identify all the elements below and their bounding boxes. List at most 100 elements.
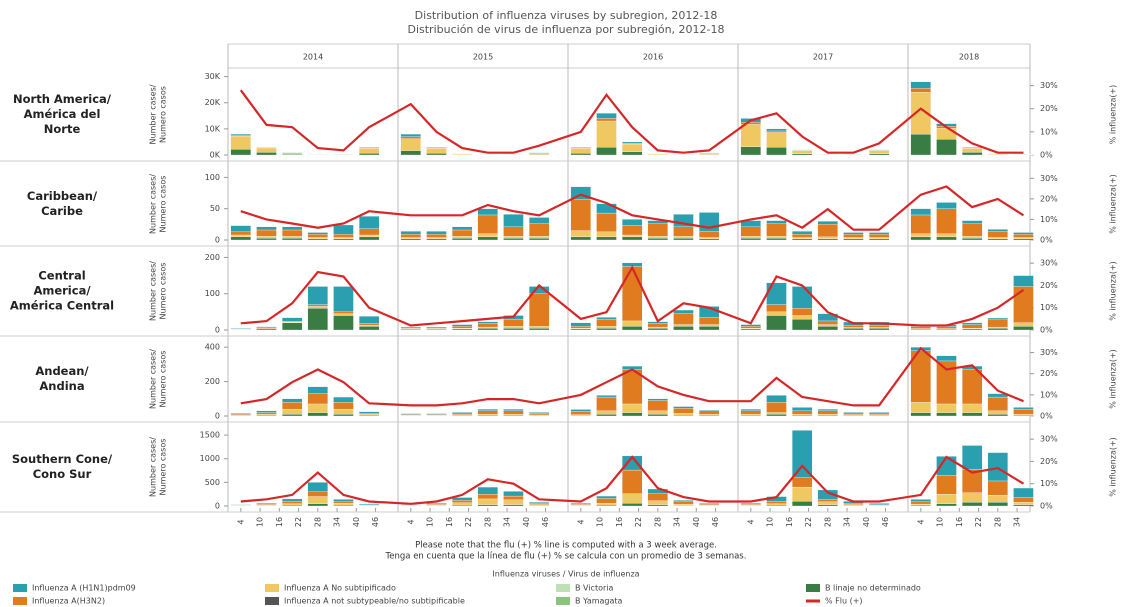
legend-swatch: [556, 584, 570, 592]
x-tick-label: 46: [881, 517, 890, 527]
bar-segment: [503, 226, 524, 237]
bar-segment: [740, 236, 761, 239]
bar-segment: [868, 325, 890, 328]
bar-segment: [570, 147, 591, 149]
bar-segment: [358, 326, 380, 331]
bar-segment: [230, 234, 251, 238]
bar-segment: [307, 393, 328, 405]
bar-segment: [477, 408, 498, 411]
bar-segment: [936, 202, 957, 209]
bar-segment: [766, 147, 787, 156]
bar-segment: [936, 208, 957, 234]
bar-segment: [987, 237, 1008, 239]
x-tick-label: 34: [843, 517, 852, 527]
bar-segment: [698, 409, 720, 411]
y2-tick-label: 30%: [1040, 81, 1058, 90]
bar-segment: [910, 402, 931, 413]
bar-segment: [647, 398, 668, 401]
y2-tick-label: 20%: [1040, 457, 1058, 466]
bar-segment: [766, 395, 787, 403]
bar-segment: [230, 133, 251, 136]
bar-segment: [333, 402, 354, 410]
bar-segment: [596, 118, 617, 122]
bar-segment: [792, 238, 813, 241]
bar-segment: [1013, 238, 1034, 241]
bar-segment: [936, 494, 957, 504]
bar-segment: [622, 493, 643, 504]
bar-segment: [647, 410, 668, 415]
bar-segment: [792, 231, 813, 235]
bar-segment: [987, 317, 1008, 320]
bar-segment: [673, 236, 694, 239]
bar-segment: [503, 237, 524, 241]
bar-segment: [426, 326, 447, 329]
bar-segment: [503, 214, 524, 228]
bar-segment: [256, 412, 277, 415]
legend-swatch: [265, 597, 279, 605]
bar-segment: [817, 504, 838, 507]
flu-positive-line: [240, 346, 1024, 407]
bar-segment: [622, 403, 643, 413]
bar-segment: [282, 398, 303, 403]
bar-segment: [910, 233, 931, 238]
year-label: 2014: [303, 53, 323, 62]
y2-tick-label: 20%: [1040, 281, 1058, 290]
bar-segment: [868, 238, 890, 241]
y2-tick-label: 20%: [1040, 369, 1058, 378]
legend-title: Influenza viruses / Virus de influenza: [492, 570, 639, 579]
bar-segment: [622, 141, 643, 144]
bar-segment: [962, 147, 983, 149]
bar-segment: [282, 236, 303, 239]
bar-segment: [622, 266, 643, 322]
bar-segment: [596, 395, 617, 398]
bar-segment: [987, 326, 1008, 329]
bar-segment: [962, 223, 983, 237]
region-label: América Central: [10, 299, 114, 313]
bar-segment: [426, 503, 447, 505]
bar-segment: [307, 234, 328, 238]
bar-segment: [477, 328, 498, 331]
bar-segment: [307, 503, 328, 507]
bar-segment: [596, 317, 617, 320]
bar-segment: [256, 147, 277, 153]
y2-axis-label: % influenza(+): [1109, 437, 1118, 497]
bar-segment: [400, 136, 421, 139]
bar-segment: [740, 146, 761, 156]
bar-segment: [570, 230, 591, 238]
y2-tick-label: 30%: [1040, 259, 1058, 268]
bar-segment: [698, 326, 720, 331]
x-tick-label: 22: [634, 517, 643, 527]
bar-segment: [792, 410, 813, 415]
x-tick-label: 4: [746, 519, 755, 524]
bar-segment: [910, 133, 931, 156]
bar-segment: [358, 411, 380, 414]
bar-segment: [647, 236, 668, 239]
bar-segment: [936, 128, 957, 140]
bar-segment: [358, 148, 380, 154]
bar-segment: [622, 225, 643, 236]
bar-segment: [333, 238, 354, 241]
bar-segment: [256, 326, 277, 328]
bar-segment: [817, 238, 838, 241]
bar-segment: [256, 237, 277, 241]
bar-segment: [622, 143, 643, 153]
bar-segment: [766, 128, 787, 132]
bar-segment: [503, 326, 524, 329]
bar-segment: [528, 326, 550, 329]
bar-segment: [647, 220, 668, 224]
y-axis-label: Number cases/: [149, 174, 158, 234]
bar-segment: [1013, 408, 1034, 415]
bar-segment: [910, 412, 931, 417]
bar-segment: [962, 492, 983, 503]
y-tick-label: 100: [205, 289, 220, 298]
flu-positive-line: [240, 455, 1025, 505]
bar-segment: [477, 233, 498, 238]
x-tick-label: 40: [352, 517, 361, 527]
bar-segment: [452, 236, 473, 239]
y-tick-label: 100: [205, 173, 220, 182]
bar-segment: [477, 214, 498, 234]
bar-segment: [596, 113, 617, 119]
bar-segment: [596, 203, 617, 214]
y-tick-label: 400: [205, 343, 220, 352]
